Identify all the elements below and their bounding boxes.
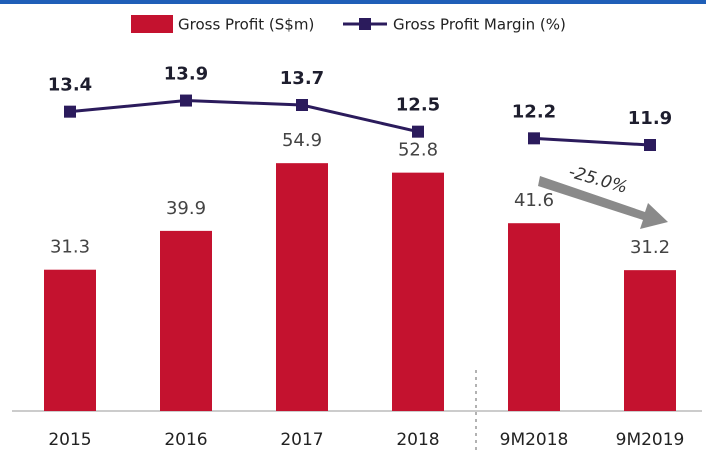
x-tick-label: 2016 xyxy=(164,430,207,450)
legend-swatch xyxy=(131,15,173,33)
bar xyxy=(508,223,560,411)
line-point xyxy=(296,99,308,111)
x-tick-label: 2017 xyxy=(280,430,323,450)
value-label: 39.9 xyxy=(166,198,206,219)
value-label: 13.7 xyxy=(280,68,324,89)
value-label: 12.5 xyxy=(396,95,440,116)
top-bar xyxy=(0,0,706,4)
legend-swatch xyxy=(359,18,371,30)
value-label: 11.9 xyxy=(628,108,672,129)
value-label: 31.3 xyxy=(50,237,90,258)
bar xyxy=(160,230,212,411)
line-point xyxy=(64,105,76,118)
value-label: 12.2 xyxy=(512,101,556,122)
bar xyxy=(392,172,444,411)
line-point xyxy=(180,94,192,107)
value-label: 31.2 xyxy=(630,237,670,258)
arrow xyxy=(538,176,668,229)
line xyxy=(533,136,651,147)
value-label: 41.6 xyxy=(514,190,554,211)
x-tick-label: 9M2018 xyxy=(500,430,569,450)
x-tick-label: 9M2019 xyxy=(616,430,685,450)
value-label: 52.8 xyxy=(398,140,438,161)
value-label: 13.9 xyxy=(164,64,208,85)
bar xyxy=(44,269,96,411)
line-point xyxy=(644,139,656,151)
value-label: 13.4 xyxy=(48,75,92,96)
bar xyxy=(276,163,328,411)
value-label: 54.9 xyxy=(282,130,322,151)
legend-label: Gross Profit (S$m) xyxy=(178,16,314,34)
line-point xyxy=(412,125,424,138)
line-point xyxy=(528,132,540,145)
x-tick-label: 2015 xyxy=(48,430,91,450)
legend-label: Gross Profit Margin (%) xyxy=(393,16,566,34)
bar xyxy=(624,270,676,411)
line xyxy=(69,99,419,134)
x-tick-label: 2018 xyxy=(396,430,439,450)
